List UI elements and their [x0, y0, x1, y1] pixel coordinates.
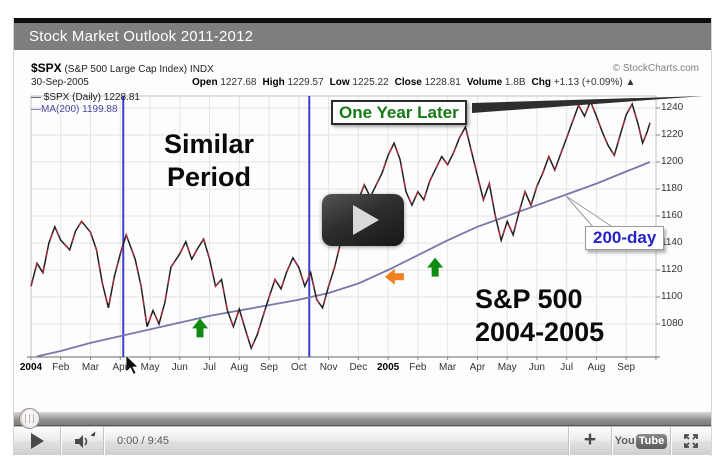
fullscreen-button[interactable]	[671, 427, 711, 455]
ticker-symbol: $SPX	[31, 61, 62, 75]
200-day-pointer	[565, 195, 616, 229]
quote-label: Open	[192, 77, 218, 88]
youtube-logo-button[interactable]: You Tube	[612, 427, 670, 455]
play-button[interactable]	[14, 427, 60, 455]
green-up-arrow-icon	[192, 318, 209, 338]
youtube-logo-tube: Tube	[635, 433, 668, 449]
annotation-sp500-period: S&P 500 2004-2005	[475, 284, 605, 347]
x-axis-label: Feb	[52, 362, 70, 373]
y-axis-label: 1180	[661, 183, 683, 194]
green-up-arrow-icon	[427, 257, 444, 277]
annotation-similar-period: Similar Period	[163, 129, 255, 192]
divider	[670, 427, 671, 455]
video-title-bar: Stock Market Outlook 2011-2012	[14, 23, 711, 50]
annotation-one-year-later: One Year Later	[331, 100, 467, 125]
quote-value: 1.8B	[502, 77, 526, 88]
x-axis-label: Feb	[409, 362, 427, 373]
quote-label: Close	[394, 77, 422, 88]
x-axis-label: Jul	[203, 362, 216, 373]
seek-bar[interactable]	[14, 408, 711, 429]
divider	[60, 427, 61, 455]
divider	[611, 427, 612, 455]
add-to-playlist-button[interactable]: +	[583, 428, 597, 451]
volume-button[interactable]	[61, 427, 103, 455]
control-bar: 0:00 / 9:45 + You Tube	[14, 426, 711, 455]
x-axis-label: Aug	[230, 362, 249, 373]
play-icon	[30, 433, 44, 449]
watermark: © StockCharts.com	[612, 63, 699, 74]
divider	[103, 427, 104, 455]
one-year-later-pointer	[472, 96, 704, 113]
divider	[568, 427, 569, 455]
x-axis-label: Aug	[587, 362, 606, 373]
seek-scrubber-handle[interactable]	[19, 408, 40, 429]
big-play-overlay-button[interactable]	[322, 194, 404, 246]
y-axis-label: 1080	[661, 318, 684, 329]
chart-canvas	[27, 95, 704, 376]
x-axis-label: May	[497, 362, 517, 373]
big-play-icon	[353, 205, 379, 235]
x-axis-label: Oct	[291, 362, 307, 373]
quote-label: Low	[329, 77, 350, 88]
quote-value: 1229.57	[284, 77, 324, 88]
y-axis-label: 1220	[661, 129, 684, 140]
ma200-line	[36, 161, 651, 358]
x-axis-label: Sep	[260, 362, 278, 373]
x-axis-label: Nov	[319, 362, 338, 373]
x-axis-label: Mar	[81, 362, 100, 373]
chart-legend: — $SPX (Daily) 1228.81 —MA(200) 1199.88	[31, 92, 140, 116]
x-axis-label: Jun	[171, 362, 188, 373]
quote-label: Chg	[531, 77, 551, 88]
quote-label: Volume	[466, 77, 503, 88]
x-axis-label: Dec	[349, 362, 368, 373]
x-axis-label: 2005	[376, 362, 400, 373]
x-axis-label: Apr	[112, 362, 129, 373]
volume-expand-icon	[90, 430, 96, 437]
legend-item: —MA(200) 1199.88	[31, 104, 118, 115]
time-display: 0:00 / 9:45	[117, 435, 169, 447]
x-axis-label: Jun	[528, 362, 545, 373]
mouse-cursor-icon	[125, 354, 139, 376]
y-axis-label: 1100	[661, 291, 683, 302]
chart-header: $SPX (S&P 500 Large Cap Index) INDX	[31, 61, 214, 75]
youtube-logo-you: You	[614, 435, 635, 447]
y-axis-label: 1240	[661, 102, 684, 113]
y-axis-label: 1160	[661, 210, 683, 221]
x-axis-label: Mar	[439, 362, 457, 373]
ticker-description: (S&P 500 Large Cap Index) INDX	[61, 64, 214, 75]
y-axis-label: 1140	[661, 237, 683, 248]
x-axis-label: Apr	[469, 362, 486, 373]
quote-label: High	[262, 77, 285, 88]
x-axis-label: 2004	[19, 362, 43, 373]
quote-value: 1225.22	[349, 77, 389, 88]
legend-item: — $SPX (Daily) 1228.81	[31, 92, 140, 103]
quote-value: 1227.68	[217, 77, 257, 88]
y-axis-label: 1120	[661, 264, 683, 275]
quote-value: 1228.81	[421, 77, 461, 88]
annotation-200-day: 200-day	[585, 226, 665, 250]
letterbox-bar	[14, 18, 711, 23]
x-axis-label: Sep	[617, 362, 636, 373]
y-axis-label: 1200	[661, 156, 684, 167]
speaker-icon	[74, 434, 87, 448]
x-axis-label: May	[140, 362, 160, 373]
fullscreen-icon	[684, 434, 698, 448]
x-axis-label: Jul	[560, 362, 574, 373]
quote-value: +1.13 (+0.09%) ▲	[550, 77, 636, 88]
orange-left-arrow-icon	[384, 268, 404, 285]
video-title: Stock Market Outlook 2011-2012	[29, 28, 254, 45]
chart-date: 30-Sep-2005	[31, 77, 89, 88]
quote-row: Open 1227.68 High 1229.57 Low 1225.22 Close…	[186, 77, 635, 88]
